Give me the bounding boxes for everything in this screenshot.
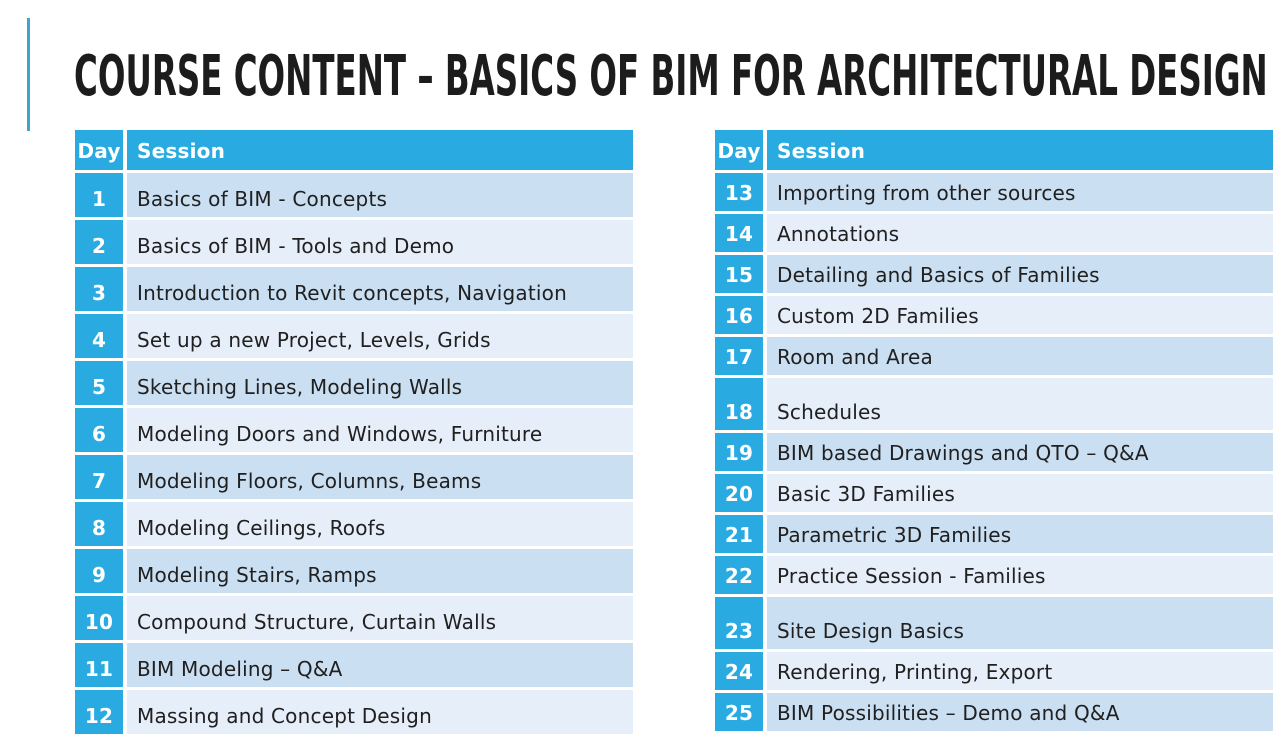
table-header-row: Day Session bbox=[715, 130, 1273, 170]
day-cell: 23 bbox=[715, 597, 763, 649]
day-cell: 13 bbox=[715, 173, 763, 211]
table-row: 10 Compound Structure, Curtain Walls bbox=[75, 596, 633, 640]
session-cell: Rendering, Printing, Export bbox=[767, 652, 1273, 690]
day-cell: 3 bbox=[75, 267, 123, 311]
session-column-header: Session bbox=[127, 130, 633, 170]
table-row: 3 Introduction to Revit concepts, Navigat… bbox=[75, 267, 633, 311]
day-cell: 4 bbox=[75, 314, 123, 358]
table-row: 25 BIM Possibilities – Demo and Q&A bbox=[715, 693, 1273, 731]
day-cell: 21 bbox=[715, 515, 763, 553]
table-row: 17 Room and Area bbox=[715, 337, 1273, 375]
session-cell: Modeling Ceilings, Roofs bbox=[127, 502, 633, 546]
session-cell: Modeling Doors and Windows, Furniture bbox=[127, 408, 633, 452]
day-cell: 8 bbox=[75, 502, 123, 546]
session-cell: Modeling Stairs, Ramps bbox=[127, 549, 633, 593]
table-row: 23 Site Design Basics bbox=[715, 597, 1273, 649]
day-column-header: Day bbox=[75, 130, 123, 170]
day-cell: 22 bbox=[715, 556, 763, 594]
table-row: 20 Basic 3D Families bbox=[715, 474, 1273, 512]
day-cell: 6 bbox=[75, 408, 123, 452]
day-cell: 2 bbox=[75, 220, 123, 264]
session-cell: Custom 2D Families bbox=[767, 296, 1273, 334]
table-row: 12 Massing and Concept Design bbox=[75, 690, 633, 734]
table-row: 16 Custom 2D Families bbox=[715, 296, 1273, 334]
session-cell: BIM Modeling – Q&A bbox=[127, 643, 633, 687]
day-cell: 25 bbox=[715, 693, 763, 731]
session-column-header: Session bbox=[767, 130, 1273, 170]
session-cell: Modeling Floors, Columns, Beams bbox=[127, 455, 633, 499]
table-row: 19 BIM based Drawings and QTO – Q&A bbox=[715, 433, 1273, 471]
session-cell: Massing and Concept Design bbox=[127, 690, 633, 734]
session-cell: Set up a new Project, Levels, Grids bbox=[127, 314, 633, 358]
session-cell: Basics of BIM - Tools and Demo bbox=[127, 220, 633, 264]
day-cell: 14 bbox=[715, 214, 763, 252]
table-row: 5 Sketching Lines, Modeling Walls bbox=[75, 361, 633, 405]
table-row: 6 Modeling Doors and Windows, Furniture bbox=[75, 408, 633, 452]
table-row: 8 Modeling Ceilings, Roofs bbox=[75, 502, 633, 546]
session-cell: Introduction to Revit concepts, Navigati… bbox=[127, 267, 633, 311]
session-cell: BIM based Drawings and QTO – Q&A bbox=[767, 433, 1273, 471]
session-cell: Practice Session - Families bbox=[767, 556, 1273, 594]
day-cell: 7 bbox=[75, 455, 123, 499]
table-row: 2 Basics of BIM - Tools and Demo bbox=[75, 220, 633, 264]
table-row: 18 Schedules bbox=[715, 378, 1273, 430]
session-cell: BIM Possibilities – Demo and Q&A bbox=[767, 693, 1273, 731]
day-cell: 11 bbox=[75, 643, 123, 687]
table-row: 7 Modeling Floors, Columns, Beams bbox=[75, 455, 633, 499]
table-row: 24 Rendering, Printing, Export bbox=[715, 652, 1273, 690]
course-table-days-1-12: Day Session 1 Basics of BIM - Concepts 2 Ba… bbox=[75, 130, 633, 737]
table-header-row: Day Session bbox=[75, 130, 633, 170]
table-row: 15 Detailing and Basics of Families bbox=[715, 255, 1273, 293]
day-cell: 17 bbox=[715, 337, 763, 375]
session-cell: Site Design Basics bbox=[767, 597, 1273, 649]
day-cell: 16 bbox=[715, 296, 763, 334]
day-cell: 5 bbox=[75, 361, 123, 405]
session-cell: Annotations bbox=[767, 214, 1273, 252]
session-cell: Detailing and Basics of Families bbox=[767, 255, 1273, 293]
day-cell: 12 bbox=[75, 690, 123, 734]
session-cell: Parametric 3D Families bbox=[767, 515, 1273, 553]
table-row: 9 Modeling Stairs, Ramps bbox=[75, 549, 633, 593]
course-table-days-13-25: Day Session 13 Importing from other sourc… bbox=[715, 130, 1273, 734]
table-row: 21 Parametric 3D Families bbox=[715, 515, 1273, 553]
page-title: COURSE CONTENT – BASICS OF BIM FOR ARCHI… bbox=[74, 44, 1268, 109]
day-column-header: Day bbox=[715, 130, 763, 170]
session-cell: Schedules bbox=[767, 378, 1273, 430]
session-cell: Basics of BIM - Concepts bbox=[127, 173, 633, 217]
session-cell: Basic 3D Families bbox=[767, 474, 1273, 512]
session-cell: Importing from other sources bbox=[767, 173, 1273, 211]
session-cell: Room and Area bbox=[767, 337, 1273, 375]
table-row: 1 Basics of BIM - Concepts bbox=[75, 173, 633, 217]
day-cell: 24 bbox=[715, 652, 763, 690]
day-cell: 20 bbox=[715, 474, 763, 512]
day-cell: 15 bbox=[715, 255, 763, 293]
day-cell: 9 bbox=[75, 549, 123, 593]
session-cell: Sketching Lines, Modeling Walls bbox=[127, 361, 633, 405]
table-row: 13 Importing from other sources bbox=[715, 173, 1273, 211]
session-cell: Compound Structure, Curtain Walls bbox=[127, 596, 633, 640]
title-accent-bar bbox=[27, 18, 30, 131]
table-row: 11 BIM Modeling – Q&A bbox=[75, 643, 633, 687]
day-cell: 10 bbox=[75, 596, 123, 640]
table-row: 4 Set up a new Project, Levels, Grids bbox=[75, 314, 633, 358]
table-row: 22 Practice Session - Families bbox=[715, 556, 1273, 594]
day-cell: 18 bbox=[715, 378, 763, 430]
day-cell: 19 bbox=[715, 433, 763, 471]
table-row: 14 Annotations bbox=[715, 214, 1273, 252]
day-cell: 1 bbox=[75, 173, 123, 217]
